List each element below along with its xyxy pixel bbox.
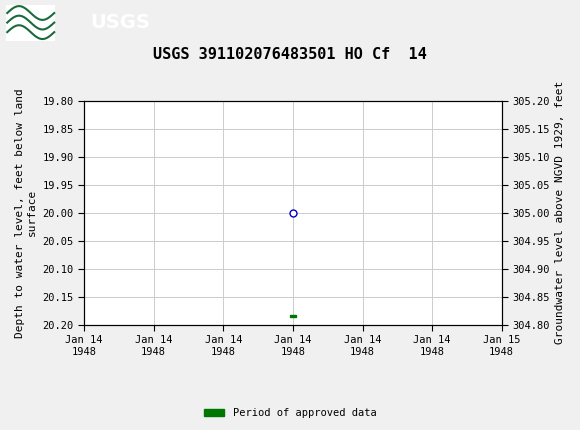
- Y-axis label: Groundwater level above NGVD 1929, feet: Groundwater level above NGVD 1929, feet: [555, 81, 565, 344]
- Bar: [289, 315, 296, 317]
- Text: USGS: USGS: [90, 13, 150, 32]
- Y-axis label: Depth to water level, feet below land
surface: Depth to water level, feet below land su…: [15, 88, 37, 338]
- Text: USGS 391102076483501 HO Cf  14: USGS 391102076483501 HO Cf 14: [153, 47, 427, 62]
- Legend: Period of approved data: Period of approved data: [200, 404, 380, 423]
- FancyBboxPatch shape: [6, 5, 55, 40]
